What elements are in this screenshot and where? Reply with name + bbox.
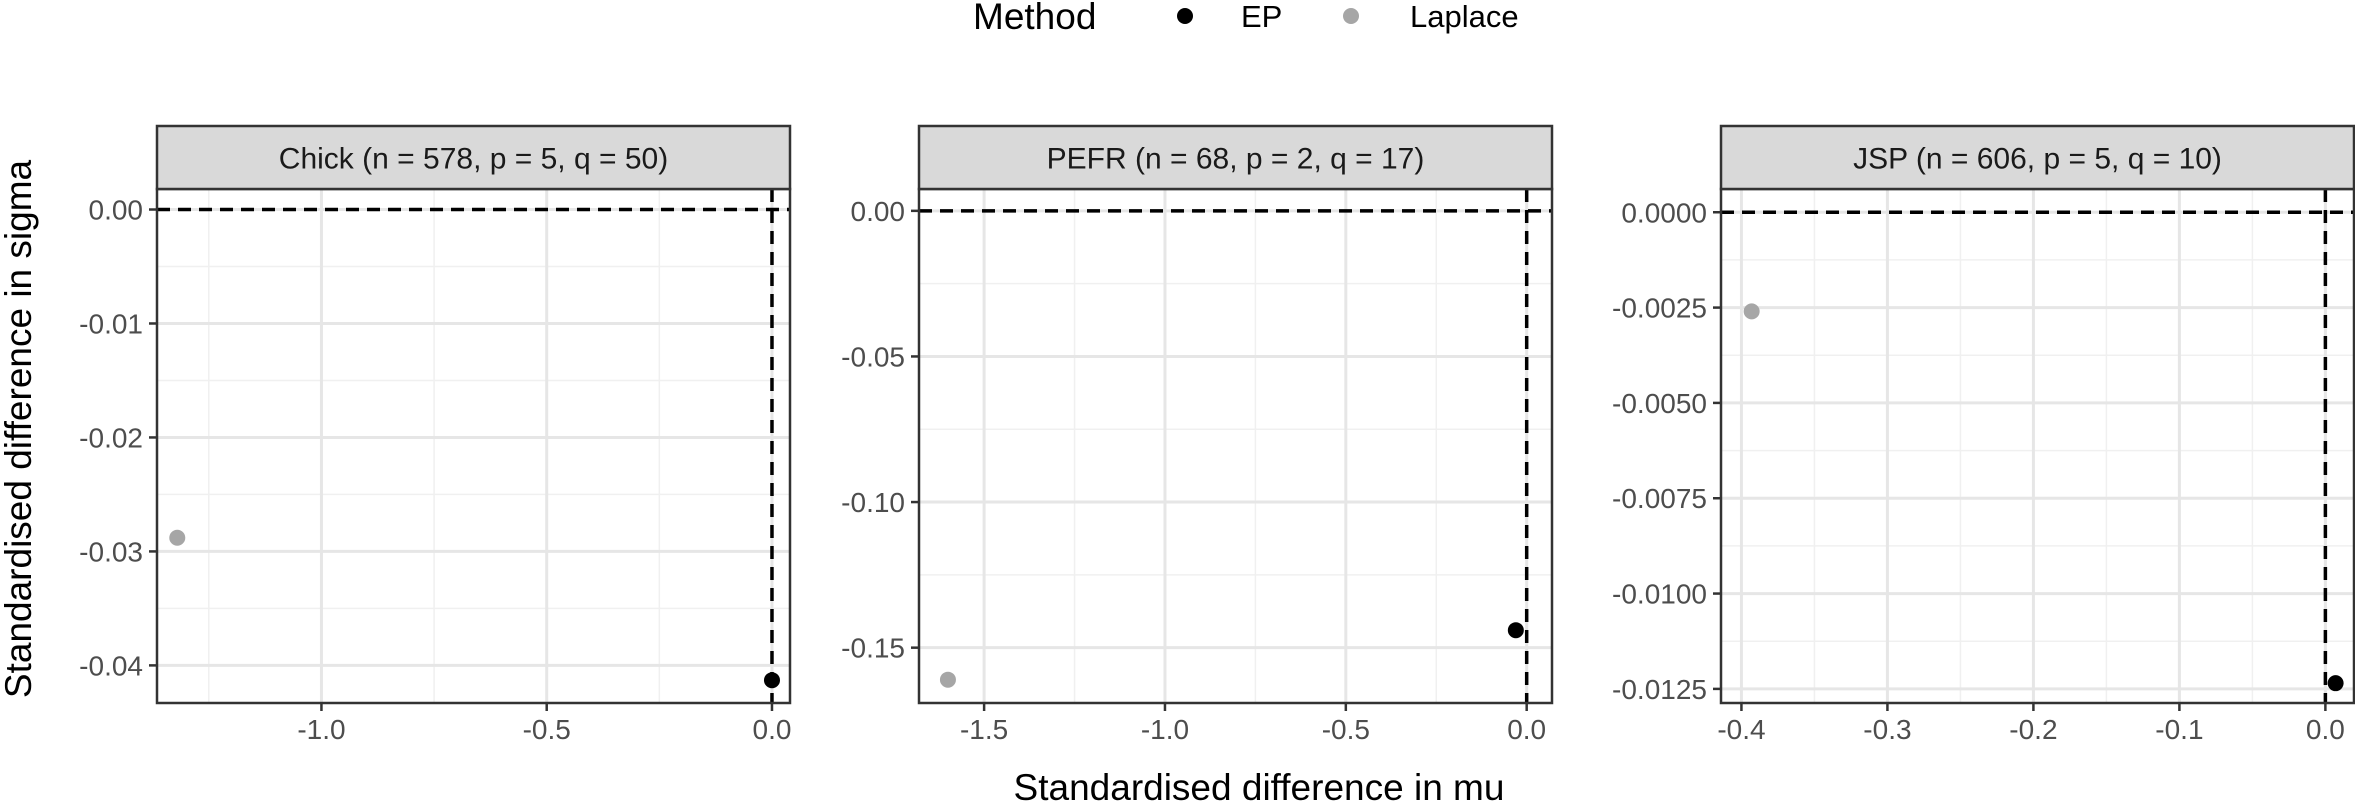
y-tick-label: -0.04 <box>79 650 143 681</box>
facet-strip-label: Chick (n = 578, p = 5, q = 50) <box>279 143 668 176</box>
x-tick-label: -1.0 <box>1141 714 1189 745</box>
x-tick-label: -0.5 <box>523 714 571 745</box>
legend-label-laplace: Laplace <box>1410 0 1519 34</box>
x-axis-title: Standardised difference in mu <box>1014 767 1505 802</box>
x-tick-label: -0.2 <box>2009 714 2057 745</box>
x-tick-label: -0.1 <box>2155 714 2203 745</box>
plot-area <box>1721 189 2354 703</box>
y-tick-label: 0.00 <box>89 195 144 226</box>
legend-label-ep: EP <box>1241 0 1282 34</box>
y-tick-label: -0.15 <box>841 633 905 664</box>
y-tick-label: -0.01 <box>79 308 143 339</box>
legend-marker-laplace <box>1343 8 1359 24</box>
x-tick-label: -0.4 <box>1717 714 1765 745</box>
panel-3: JSP (n = 606, p = 5, q = 10) -0.4 -0.3 -0.2… <box>1612 126 2354 745</box>
panel-1: Chick (n = 578, p = 5, q = 50) -1.0 -0.5 0.… <box>79 126 791 745</box>
panel-2: PEFR (n = 68, p = 2, q = 17) -1.5 -1.0 -0.5… <box>841 126 1552 745</box>
legend-title: Method <box>973 0 1096 37</box>
x-tick-label: -0.5 <box>1322 714 1370 745</box>
x-tick-label: 0.0 <box>1507 714 1546 745</box>
facet-strip-label: PEFR (n = 68, p = 2, q = 17) <box>1047 143 1425 176</box>
y-tick-label: -0.10 <box>841 487 905 518</box>
point-ep <box>1508 622 1524 638</box>
x-tick-label: 0.0 <box>753 714 792 745</box>
y-axis-title: Standardised difference in sigma <box>0 159 39 698</box>
y-tick-label: -0.0025 <box>1612 293 1707 324</box>
y-tick-label: -0.0100 <box>1612 579 1707 610</box>
legend-marker-ep <box>1177 8 1193 24</box>
y-tick-label: -0.0075 <box>1612 483 1707 514</box>
point-ep <box>2328 675 2344 691</box>
legend: Method EP Laplace <box>973 0 1519 37</box>
x-tick-label: -1.5 <box>960 714 1008 745</box>
y-tick-label: -0.05 <box>841 341 905 372</box>
x-tick-label: -1.0 <box>297 714 345 745</box>
y-tick-label: -0.0125 <box>1612 674 1707 705</box>
y-tick-label: 0.0000 <box>1621 197 1707 228</box>
facet-panels: Chick (n = 578, p = 5, q = 50) -1.0 -0.5 0.… <box>79 126 2354 745</box>
point-laplace <box>940 672 956 688</box>
x-tick-label: -0.3 <box>1863 714 1911 745</box>
plot-area <box>919 189 1552 703</box>
y-tick-label: -0.02 <box>79 422 143 453</box>
y-tick-label: -0.03 <box>79 536 143 567</box>
x-tick-label: 0.0 <box>2306 714 2345 745</box>
point-ep <box>764 672 780 688</box>
point-laplace <box>1744 303 1760 319</box>
facet-strip-label: JSP (n = 606, p = 5, q = 10) <box>1853 143 2222 176</box>
point-laplace <box>169 530 185 546</box>
y-tick-label: 0.00 <box>851 196 906 227</box>
y-tick-label: -0.0050 <box>1612 388 1707 419</box>
